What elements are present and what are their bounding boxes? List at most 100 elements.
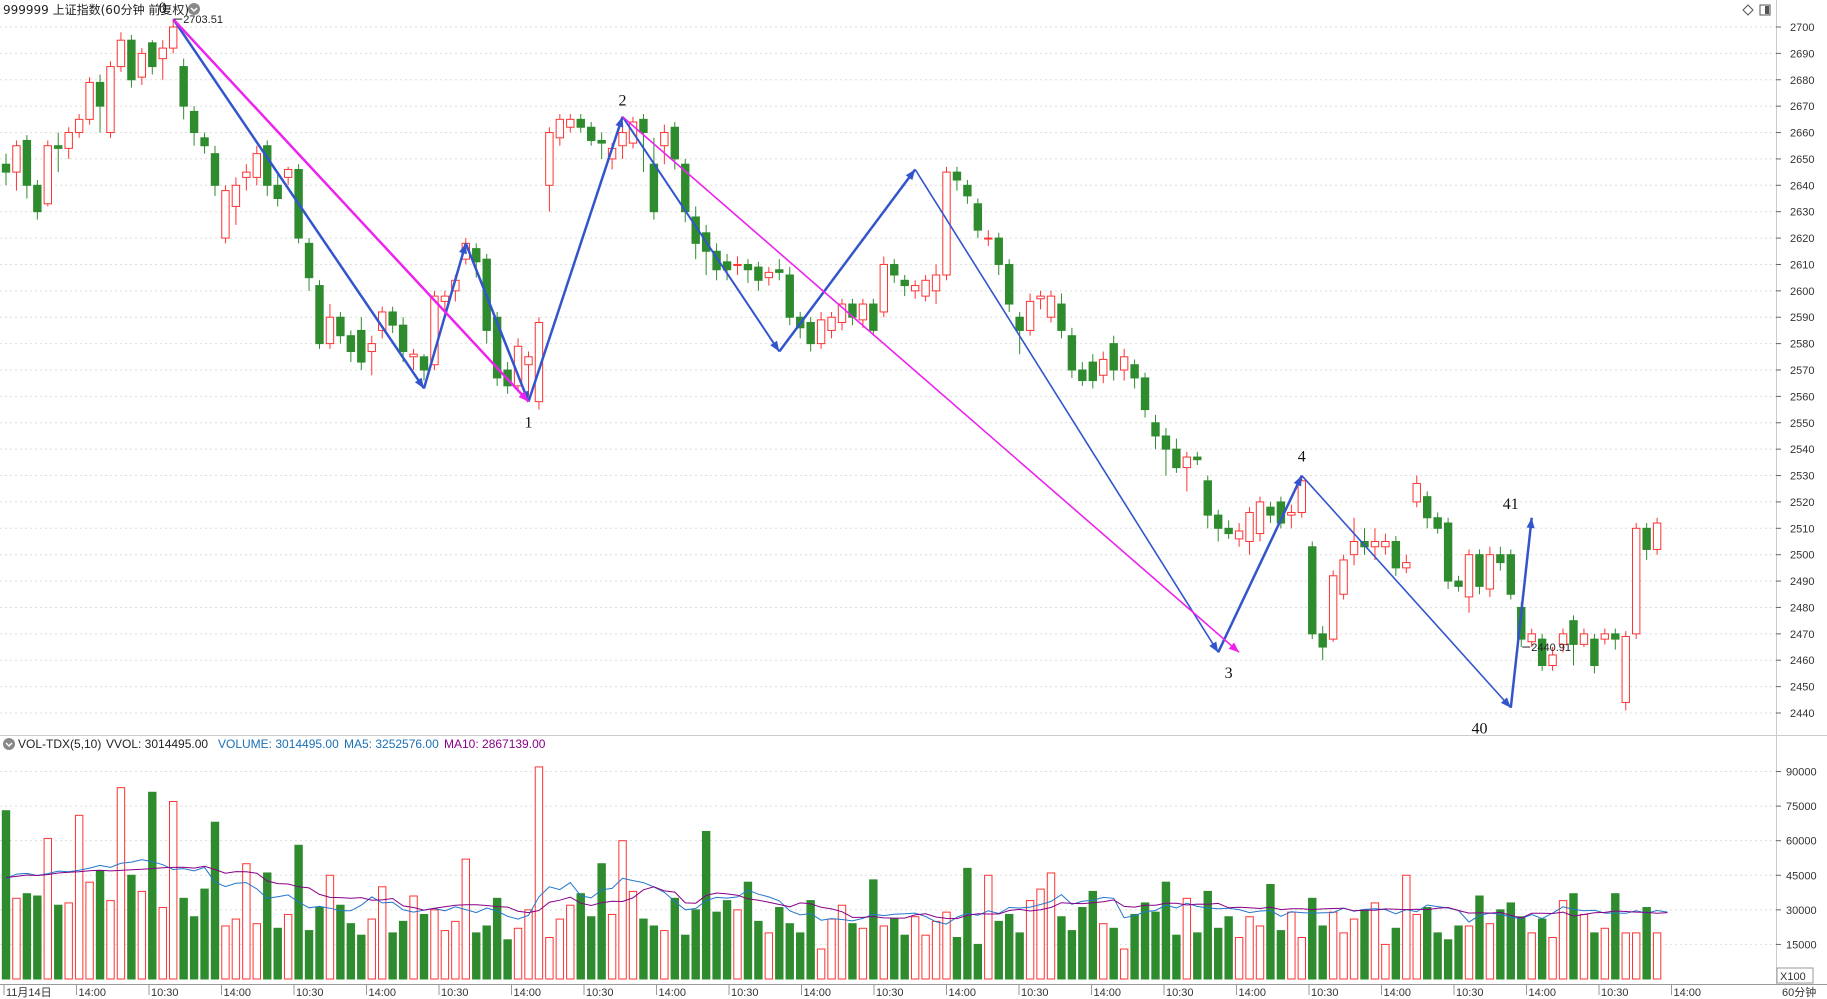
volume-bar-down (1537, 918, 1547, 980)
candle-body-down (1454, 580, 1463, 587)
candle-body-down (1015, 316, 1024, 331)
candle-body-up (64, 132, 73, 149)
volume-bar-down (189, 916, 199, 980)
candle-body-down (890, 263, 899, 276)
volume-bar-down (1391, 927, 1401, 980)
volume-bar-down (1276, 930, 1286, 980)
volume-bar-up (1412, 913, 1421, 980)
time-tick-label: 10:30 (1166, 987, 1194, 999)
volume-collapse-icon[interactable] (3, 738, 15, 750)
candle-body-down (900, 279, 909, 287)
volume-bar-down (597, 863, 606, 980)
candle-body-down (785, 274, 794, 318)
volume-bar-down (1454, 925, 1463, 980)
candle-body-down (1161, 435, 1171, 450)
candle-body-down (336, 316, 345, 337)
candle-body-up (1464, 554, 1474, 598)
volume-bar-up (440, 930, 450, 980)
volume-bar-up (545, 937, 554, 980)
volume-bar-up (1046, 872, 1056, 980)
volume-bar-up (1485, 923, 1495, 980)
candle-body-up (1621, 635, 1630, 703)
volume-bar-down (1496, 909, 1505, 980)
volume-bar-up (158, 907, 167, 980)
wave-label: 40 (1471, 721, 1487, 738)
time-tick-label: 14:00 (514, 987, 542, 999)
candle-body-down (1475, 554, 1484, 587)
wave-label: 2 (619, 92, 627, 109)
volume-bar-up (555, 918, 565, 980)
price-tick-label: 2580 (1790, 339, 1814, 351)
candle-body-up (1182, 456, 1192, 469)
extreme-price-label: 2440.91 (1531, 642, 1571, 654)
volume-bar-up (169, 800, 178, 980)
volume-bar-down (1005, 913, 1014, 980)
volume-bar-up (1381, 943, 1390, 980)
price-tick-label: 2630 (1790, 207, 1814, 219)
price-tick-label: 2600 (1790, 286, 1814, 298)
volume-bar-up (1339, 932, 1348, 980)
candle-body-up (221, 190, 230, 239)
candle-body-down (419, 356, 429, 371)
candle-body-down (1005, 263, 1014, 305)
wave-line-blue (527, 116, 624, 403)
volume-bar-up (1328, 911, 1338, 980)
time-tick-label: 10:30 (296, 987, 324, 999)
candle-body-up (430, 295, 439, 366)
candle-body-down (1433, 517, 1442, 529)
candle-body-up (1255, 501, 1265, 535)
volume-bar-down (1203, 890, 1212, 980)
volume-bar-down (1109, 927, 1118, 980)
candle-body-down (1140, 377, 1150, 411)
time-tick-label: 11月14日 (6, 987, 52, 999)
volume-bar-up (566, 904, 575, 980)
candle-body-up (367, 343, 376, 353)
chevron-down-circle-icon[interactable] (188, 3, 200, 15)
volume-bar-down (472, 932, 481, 980)
candle-body-up (1652, 522, 1662, 550)
wave-label: 1 (525, 415, 533, 432)
time-tick-label: 10:30 (1311, 987, 1339, 999)
wave-arrowhead (1228, 642, 1240, 653)
volume-bar-up (1349, 918, 1359, 980)
volume-bar-up (607, 913, 617, 980)
wave-line-blue (464, 242, 530, 403)
candle-body-up (1558, 633, 1568, 645)
panel-toggle-icon[interactable] (1759, 4, 1771, 16)
volume-bar-down (973, 943, 983, 980)
volume-bar-down (1140, 902, 1150, 980)
candle-body-down (273, 184, 282, 200)
volume-bar-down (1015, 932, 1024, 980)
price-tick-label: 2540 (1790, 444, 1814, 456)
ma10-line (5, 865, 1668, 920)
candle-body-up (1548, 654, 1557, 667)
volume-bar-down (806, 900, 815, 980)
price-tick-label: 2440 (1790, 708, 1814, 720)
candle-body-up (74, 118, 84, 134)
time-tick-label: 10:30 (151, 987, 179, 999)
volume-bar-up (1297, 937, 1306, 980)
candle-body-down (1151, 422, 1160, 437)
candle-body-down (869, 303, 878, 331)
candle-body-up (1579, 633, 1589, 645)
candle-body-up (1297, 480, 1306, 513)
volume-bar-down (691, 909, 700, 980)
volume-bar-down (754, 920, 763, 980)
candle-body-down (775, 269, 784, 273)
volume-bar-down (796, 932, 805, 980)
candle-body-up (1328, 575, 1338, 640)
price-tick-label: 2680 (1790, 75, 1814, 87)
volume-bar-down (1, 810, 11, 980)
volume-bar-up (1234, 937, 1244, 980)
candle-body-down (1569, 620, 1578, 645)
candle-body-down (1308, 546, 1317, 635)
candle-body-down (33, 184, 42, 213)
volume-bar-up (1548, 937, 1557, 980)
candle-body-down (754, 266, 763, 281)
candle-body-down (952, 171, 962, 181)
volume-bar-down (210, 821, 220, 980)
price-tick-label: 2620 (1790, 233, 1814, 245)
diamond-icon[interactable] (1742, 4, 1754, 16)
volume-bar-up (12, 897, 21, 980)
candle-body-up (837, 303, 847, 324)
